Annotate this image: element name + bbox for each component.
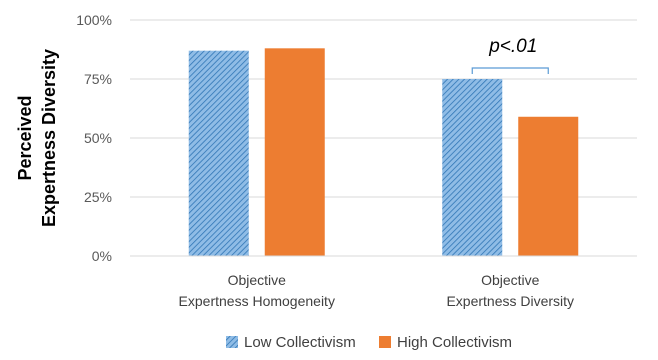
y-axis-ticks: 0% 25% 50% 75% 100% [76,12,112,264]
legend-swatch-low-collectivism [226,336,238,348]
bar-high-collectivism [264,48,325,256]
bar-low-collectivism [442,79,503,256]
y-axis-label-line-2: Expertness Diversity [39,49,59,227]
y-tick-label: 100% [76,12,112,28]
legend-swatch-high-collectivism [379,336,391,348]
significance-label: p<.01 [488,36,537,57]
bar-high-collectivism [518,116,579,256]
x-category-label: Expertness Diversity [446,293,574,309]
legend: Low Collectivism High Collectivism [226,334,512,351]
legend-label: High Collectivism [397,334,512,351]
y-tick-label: 25% [84,189,112,205]
significance-annotation: p<.01 [471,36,549,74]
significance-bracket [471,67,549,74]
y-tick-label: 75% [84,71,112,87]
bars [188,48,579,257]
bar-low-collectivism [188,50,249,257]
y-tick-label: 50% [84,130,112,146]
y-axis-label-line-1: Perceived [15,95,35,180]
x-category-label: Objective [228,272,287,288]
legend-label: Low Collectivism [244,334,356,351]
x-category-label: Objective [481,272,540,288]
x-category-label: Expertness Homogeneity [179,293,335,309]
x-axis-category-labels: Objective Expertness Homogeneity Objective… [179,272,575,309]
y-tick-label: 0% [92,248,112,264]
